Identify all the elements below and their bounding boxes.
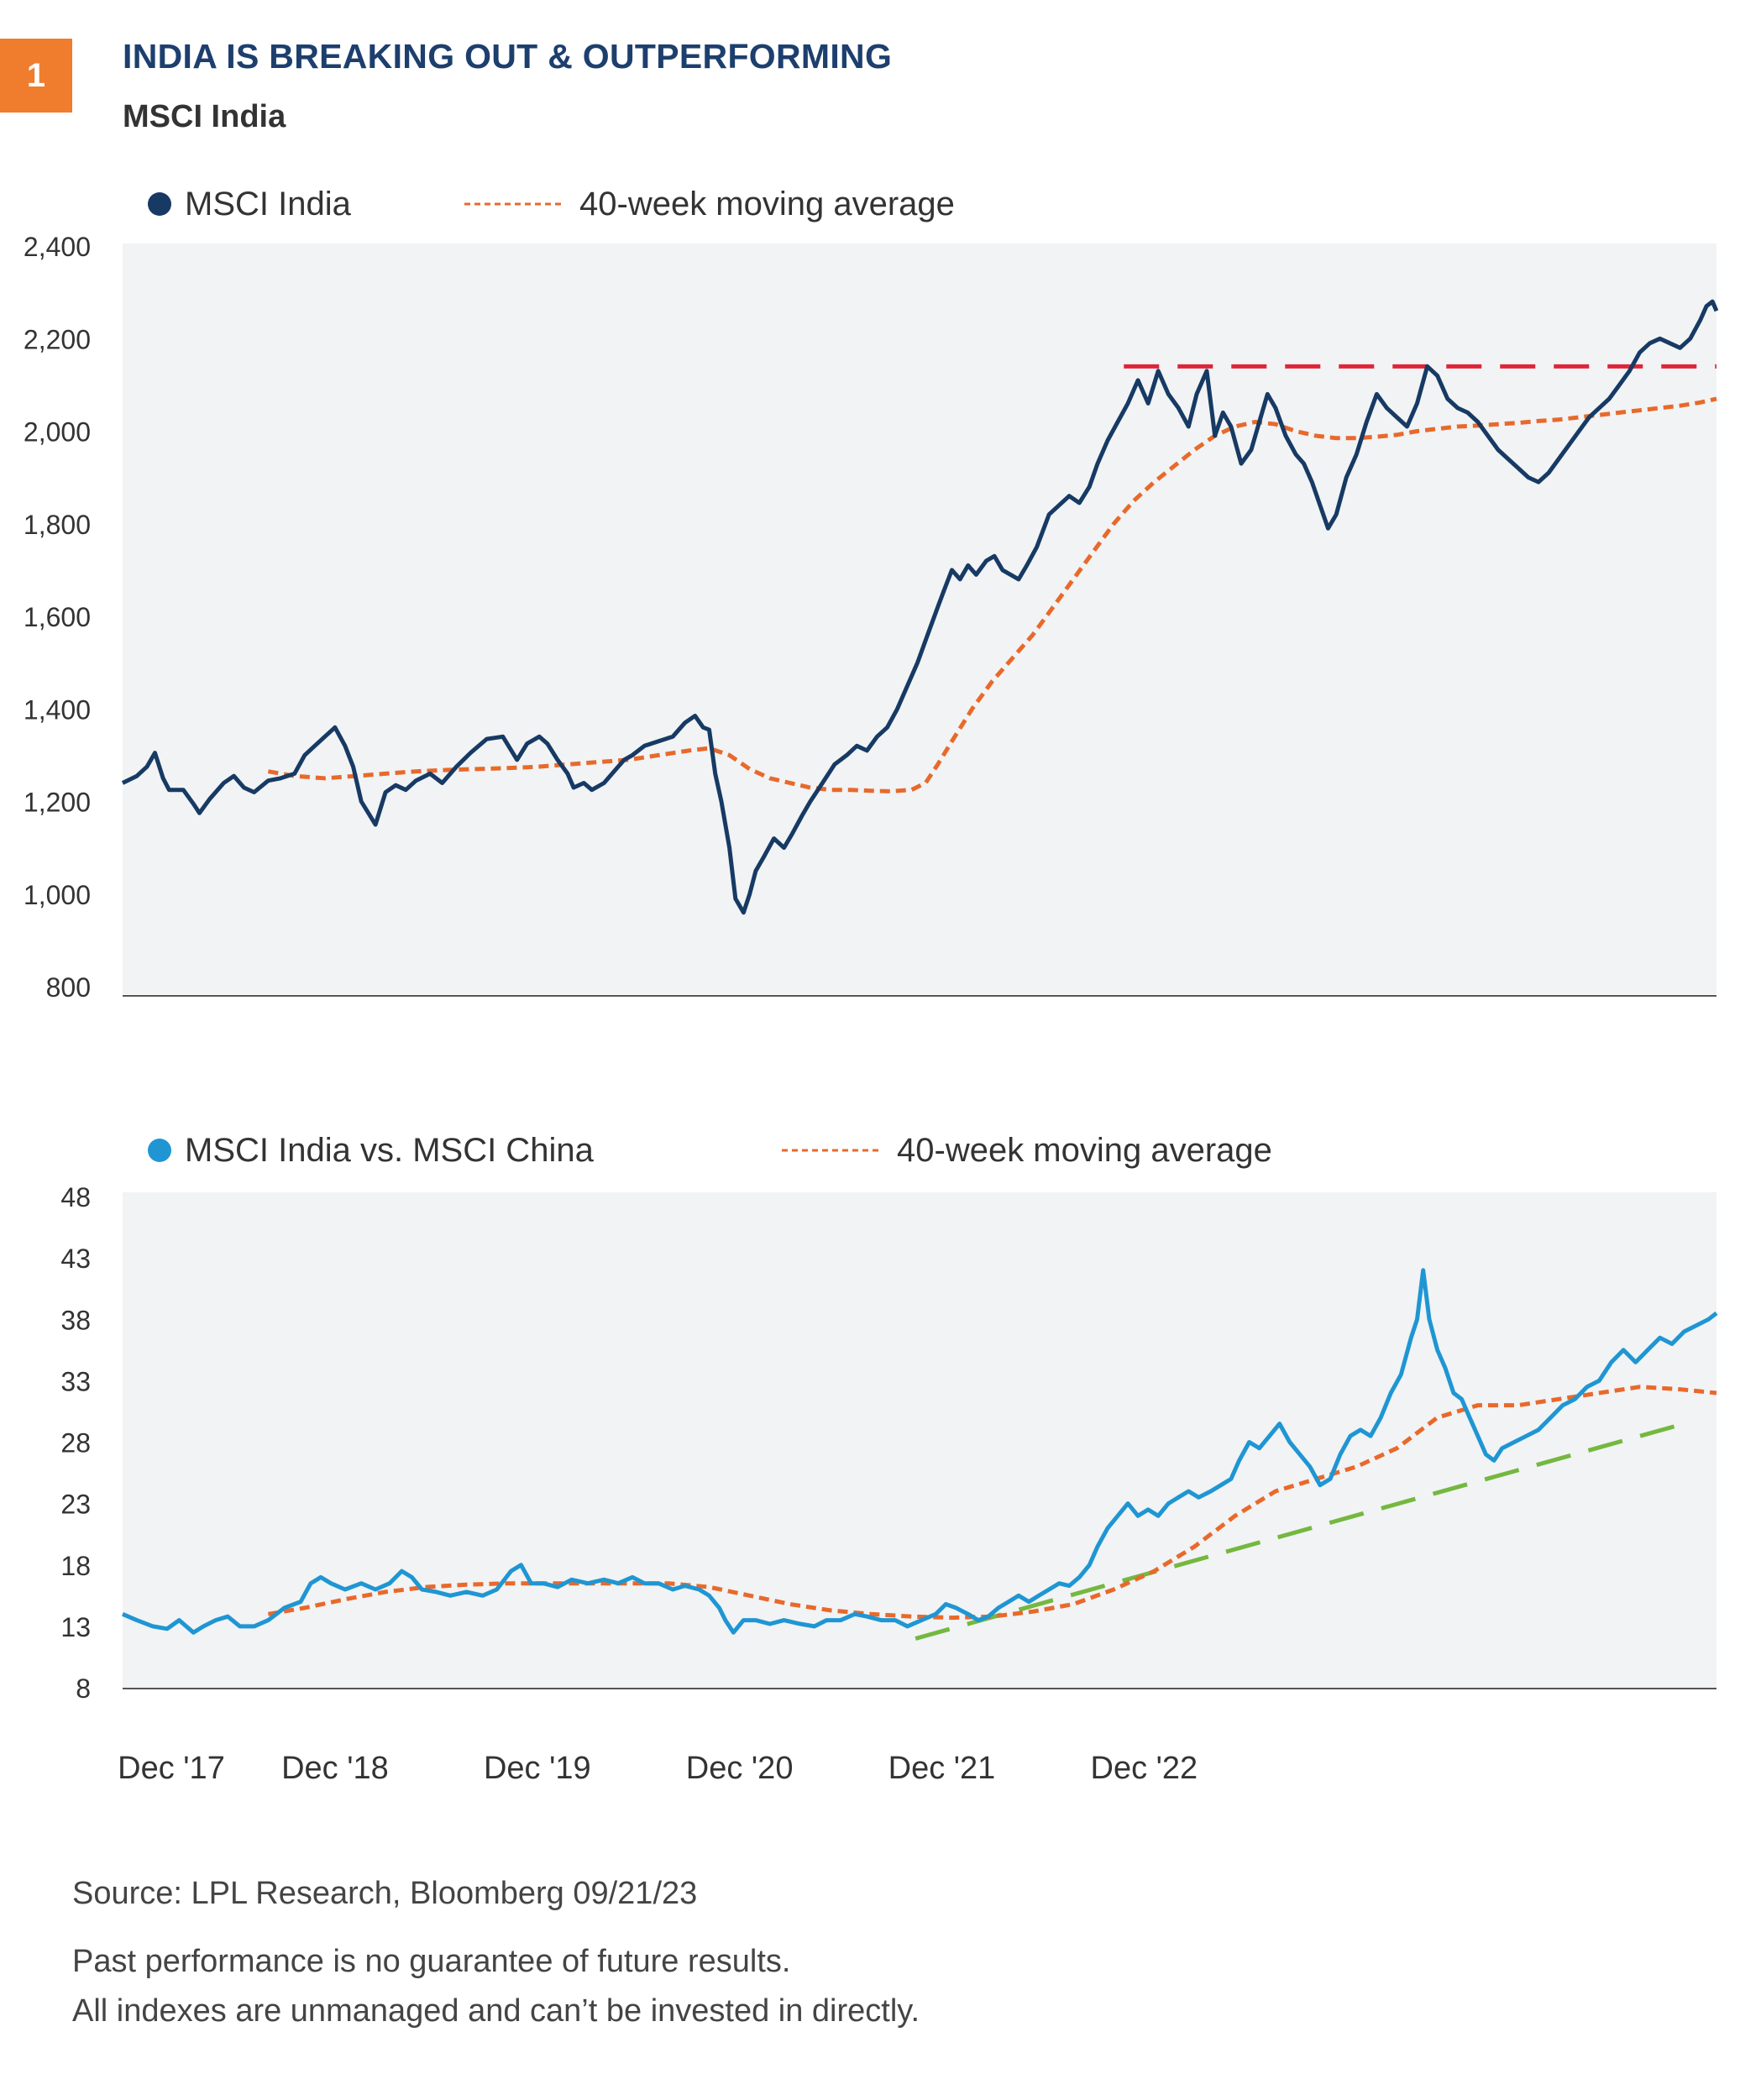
uptrend-line	[915, 1422, 1685, 1641]
source-note: Source: LPL Research, Bloomberg 09/21/23	[72, 1876, 698, 1911]
x-axis-labels: Dec '17 Dec '18 Dec '19 Dec '20 Dec '21 Dec '…	[118, 1751, 1198, 1786]
x-tick-label-0: Dec '17	[118, 1751, 225, 1786]
bottom-y-tick-8: 8	[76, 1673, 91, 1704]
top-y-tick-1: 2,200	[24, 324, 91, 354]
bottom-y-tick-0: 48	[60, 1182, 91, 1212]
bottom-y-axis: 48 43 38 33 28 23 18 13 8	[60, 1182, 91, 1704]
chart-title: INDIA IS BREAKING OUT & OUTPERFORMING	[123, 37, 893, 76]
disclaimer-2: All indexes are unmanaged and can’t be i…	[72, 1993, 920, 2029]
legend-ma-label: 40-week moving average	[579, 186, 955, 223]
legend-india-marker	[148, 192, 171, 216]
figure-number-badge: 1	[0, 39, 72, 113]
legend-relative-label: MSCI India vs. MSCI China	[185, 1132, 595, 1169]
bottom-moving-average-line	[267, 1385, 1717, 1621]
x-tick-label-1: Dec '18	[281, 1751, 389, 1786]
charts-canvas: MSCI India 40-week moving average 2,4002…	[24, 186, 1719, 1786]
top-moving-average-line	[267, 396, 1717, 793]
bottom-chart: MSCI India vs. MSCI China 40-week moving…	[60, 1132, 1718, 1786]
legend-relative-marker	[148, 1139, 171, 1162]
top-y-tick-6: 1,200	[24, 788, 91, 818]
bottom-plot-area	[123, 1192, 1716, 1688]
x-tick-label-4: Dec '21	[888, 1751, 996, 1786]
top-y-tick-0: 2,400	[24, 232, 91, 262]
top-plot-area	[123, 244, 1716, 994]
top-y-tick-4: 1,600	[24, 602, 91, 632]
legend-india-label: MSCI India	[185, 186, 352, 223]
disclaimer-1: Past performance is no guarantee of futu…	[72, 1944, 791, 1979]
bottom-y-tick-1: 43	[60, 1244, 91, 1274]
top-chart: MSCI India 40-week moving average 2,4002…	[24, 186, 1719, 1003]
legend-ma2-label: 40-week moving average	[897, 1132, 1272, 1169]
chart-subtitle: MSCI India	[123, 99, 286, 134]
top-y-axis: 2,400 2,200 2,000 1,800 1,600 1,400 1,200 1,000…	[24, 232, 91, 1003]
msci-india-line	[121, 299, 1719, 915]
top-y-tick-5: 1,400	[24, 694, 91, 725]
x-tick-label-2: Dec '19	[484, 1751, 591, 1786]
top-y-tick-2: 2,000	[24, 417, 91, 448]
top-y-tick-3: 1,800	[24, 510, 91, 540]
x-tick-label-5: Dec '22	[1091, 1751, 1198, 1786]
bottom-y-tick-3: 33	[60, 1366, 91, 1396]
bottom-y-tick-2: 38	[60, 1305, 91, 1335]
bottom-y-tick-5: 23	[60, 1490, 91, 1520]
bottom-y-tick-6: 18	[60, 1551, 91, 1581]
top-y-tick-8: 800	[46, 972, 91, 1003]
x-tick-label-3: Dec '20	[686, 1751, 794, 1786]
top-y-tick-7: 1,000	[24, 880, 91, 910]
india-vs-china-line	[122, 1268, 1718, 1635]
bottom-y-tick-4: 28	[60, 1428, 91, 1458]
bottom-y-tick-7: 13	[60, 1612, 91, 1642]
